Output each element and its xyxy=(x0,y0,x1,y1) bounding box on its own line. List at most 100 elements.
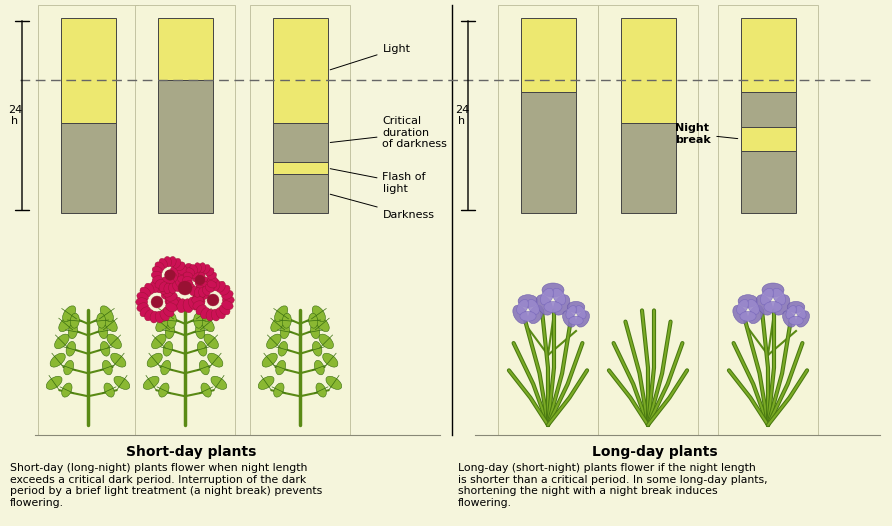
Ellipse shape xyxy=(155,262,164,271)
Bar xyxy=(521,18,575,92)
Ellipse shape xyxy=(216,308,226,319)
Ellipse shape xyxy=(195,277,209,287)
Ellipse shape xyxy=(188,297,200,310)
Ellipse shape xyxy=(70,313,79,328)
Bar xyxy=(158,18,212,80)
Ellipse shape xyxy=(536,295,552,315)
Ellipse shape xyxy=(155,281,164,293)
Ellipse shape xyxy=(163,307,174,317)
Ellipse shape xyxy=(196,285,207,295)
Ellipse shape xyxy=(282,313,292,328)
Ellipse shape xyxy=(323,353,338,367)
Ellipse shape xyxy=(46,376,62,389)
Ellipse shape xyxy=(62,383,72,397)
Ellipse shape xyxy=(207,272,217,279)
Ellipse shape xyxy=(199,288,206,297)
Ellipse shape xyxy=(760,288,773,305)
Circle shape xyxy=(151,296,163,308)
Ellipse shape xyxy=(528,306,543,323)
Ellipse shape xyxy=(520,311,536,321)
Ellipse shape xyxy=(156,317,169,331)
Ellipse shape xyxy=(733,306,747,323)
Ellipse shape xyxy=(566,306,576,319)
Ellipse shape xyxy=(190,265,198,274)
Ellipse shape xyxy=(207,280,217,288)
Text: Darkness: Darkness xyxy=(330,194,434,220)
Ellipse shape xyxy=(163,287,174,297)
Ellipse shape xyxy=(737,299,748,315)
Ellipse shape xyxy=(312,341,322,356)
Ellipse shape xyxy=(155,279,164,288)
Ellipse shape xyxy=(190,286,198,296)
Bar xyxy=(272,123,327,163)
Ellipse shape xyxy=(576,311,590,327)
Ellipse shape xyxy=(312,306,326,321)
Ellipse shape xyxy=(150,281,159,293)
Ellipse shape xyxy=(762,283,784,297)
Ellipse shape xyxy=(193,270,205,282)
Text: 24
h: 24 h xyxy=(455,105,469,126)
Circle shape xyxy=(165,270,175,280)
Ellipse shape xyxy=(202,265,211,274)
Text: Night
break: Night break xyxy=(675,123,738,145)
Bar xyxy=(61,18,115,123)
Ellipse shape xyxy=(797,311,809,327)
Ellipse shape xyxy=(96,313,106,328)
Ellipse shape xyxy=(773,295,789,315)
Ellipse shape xyxy=(161,360,170,375)
Ellipse shape xyxy=(205,268,214,276)
Bar xyxy=(250,5,350,435)
Ellipse shape xyxy=(111,353,126,367)
Ellipse shape xyxy=(177,299,187,312)
Ellipse shape xyxy=(164,257,171,267)
Ellipse shape xyxy=(199,360,210,375)
Ellipse shape xyxy=(782,311,796,327)
Ellipse shape xyxy=(219,305,230,315)
Ellipse shape xyxy=(316,383,326,397)
Ellipse shape xyxy=(150,311,159,323)
Ellipse shape xyxy=(178,271,189,279)
Ellipse shape xyxy=(221,301,233,310)
Ellipse shape xyxy=(280,324,290,339)
Ellipse shape xyxy=(309,313,318,328)
Ellipse shape xyxy=(164,283,171,294)
Ellipse shape xyxy=(262,353,277,367)
Ellipse shape xyxy=(159,383,169,397)
Ellipse shape xyxy=(184,280,193,288)
Ellipse shape xyxy=(103,317,117,331)
Ellipse shape xyxy=(169,257,176,267)
Ellipse shape xyxy=(166,298,178,306)
Ellipse shape xyxy=(278,341,287,356)
Ellipse shape xyxy=(194,288,202,297)
Ellipse shape xyxy=(136,298,148,306)
Ellipse shape xyxy=(166,292,178,301)
Ellipse shape xyxy=(271,317,285,331)
Ellipse shape xyxy=(199,262,206,272)
Bar xyxy=(158,80,212,213)
Ellipse shape xyxy=(788,301,805,312)
Ellipse shape xyxy=(59,317,72,331)
Ellipse shape xyxy=(176,279,185,288)
Ellipse shape xyxy=(155,311,164,323)
Ellipse shape xyxy=(136,292,148,301)
Ellipse shape xyxy=(527,299,540,315)
Ellipse shape xyxy=(569,316,583,325)
Circle shape xyxy=(207,294,219,306)
Ellipse shape xyxy=(201,308,211,319)
Ellipse shape xyxy=(165,270,178,282)
Text: Long-day plants: Long-day plants xyxy=(592,445,717,459)
Bar xyxy=(621,123,675,213)
Ellipse shape xyxy=(159,282,168,291)
Circle shape xyxy=(195,275,205,285)
Ellipse shape xyxy=(219,285,230,295)
Text: Short-day plants: Short-day plants xyxy=(126,445,256,459)
Ellipse shape xyxy=(178,267,188,275)
Ellipse shape xyxy=(516,299,528,315)
Ellipse shape xyxy=(160,283,174,293)
Ellipse shape xyxy=(195,324,205,339)
Ellipse shape xyxy=(275,306,288,321)
Bar xyxy=(740,150,796,213)
Ellipse shape xyxy=(563,311,575,327)
Ellipse shape xyxy=(206,309,215,321)
Ellipse shape xyxy=(183,264,194,277)
